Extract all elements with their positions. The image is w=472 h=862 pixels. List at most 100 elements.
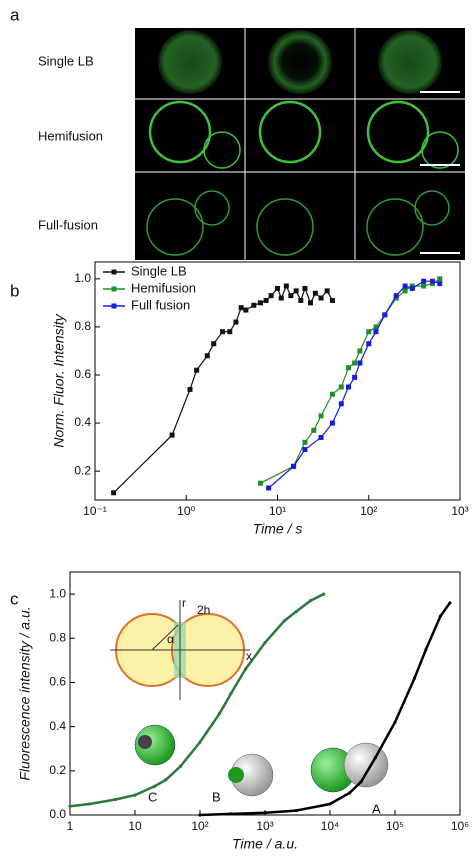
marker	[302, 447, 308, 453]
legend-marker	[111, 286, 117, 292]
marker	[421, 278, 427, 284]
marker	[243, 667, 248, 671]
plot-frame	[94, 261, 461, 501]
marker	[194, 367, 200, 373]
x-tick-label: 10⁻¹	[83, 504, 107, 518]
inset-label: r	[182, 596, 186, 610]
marker	[393, 293, 399, 299]
marker	[329, 297, 335, 303]
legend-label: Hemifusion	[131, 280, 196, 295]
marker	[187, 386, 193, 392]
x-tick-label: 10³	[451, 504, 468, 518]
legend-marker	[111, 303, 117, 309]
marker	[318, 434, 324, 440]
marker	[312, 290, 318, 296]
marker	[169, 432, 175, 438]
marker	[113, 797, 118, 802]
x-tick-label: 10²	[360, 504, 377, 518]
marker	[437, 276, 443, 282]
marker	[282, 619, 287, 623]
marker	[198, 740, 202, 744]
y-tick-label: 0.8	[74, 319, 91, 333]
series-line	[113, 284, 333, 494]
marker	[204, 353, 210, 359]
annotation: A	[372, 801, 381, 816]
inset-label: 2h	[197, 603, 210, 617]
y-tick-label: 0.6	[74, 367, 91, 381]
y-axis-label: Norm. Fluor. Intensity	[51, 313, 67, 447]
x-tick-label: 10⁰	[177, 504, 195, 518]
inset-diagram	[110, 600, 250, 700]
marker	[366, 329, 372, 335]
inset-label: α	[167, 632, 174, 646]
x-tick-label: 10⁵	[386, 819, 404, 833]
marker	[329, 420, 335, 426]
row-label: Single LB	[38, 53, 94, 68]
marker	[421, 283, 427, 289]
marker	[308, 300, 314, 306]
marker	[324, 288, 330, 294]
x-tick-label: 10	[128, 819, 142, 833]
marker	[227, 329, 233, 335]
x-tick-label: 10⁶	[451, 819, 469, 833]
panel-label: c	[10, 589, 19, 608]
marker	[164, 778, 168, 782]
marker	[318, 413, 324, 419]
x-tick-label: 10³	[256, 819, 273, 833]
x-axis-label: Time / a.u.	[232, 836, 298, 852]
marker	[288, 293, 294, 299]
marker	[311, 427, 317, 433]
marker	[366, 341, 372, 347]
y-tick-label: 0.8	[49, 630, 66, 644]
marker	[322, 592, 326, 596]
marker	[229, 691, 233, 696]
marker	[268, 293, 274, 299]
marker	[133, 793, 137, 797]
legend-label: Single LB	[131, 263, 187, 278]
row-label: Hemifusion	[38, 128, 103, 143]
marker	[294, 610, 298, 614]
inset-label: x	[246, 649, 252, 663]
marker	[275, 285, 280, 291]
marker	[302, 439, 308, 445]
marker	[263, 297, 269, 303]
marker	[291, 463, 297, 469]
series-line	[268, 280, 440, 489]
marker	[409, 285, 415, 291]
marker	[68, 804, 72, 808]
marker	[352, 374, 358, 380]
marker	[293, 288, 299, 294]
y-tick-label: 0.2	[74, 463, 91, 477]
marker	[393, 720, 397, 724]
marker	[278, 295, 284, 301]
marker	[257, 300, 263, 306]
marker	[233, 319, 239, 325]
annotation: C	[148, 789, 157, 804]
marker	[373, 329, 379, 335]
x-axis-label: Time / s	[253, 521, 303, 537]
legend-marker	[111, 269, 117, 275]
x-tick-label: 10¹	[269, 504, 286, 518]
marker	[263, 641, 267, 645]
marker	[359, 780, 363, 784]
row-label: Full-fusion	[38, 217, 98, 232]
marker	[229, 812, 233, 816]
panel-label: b	[10, 281, 19, 300]
annotation: B	[212, 789, 221, 804]
marker	[302, 285, 308, 291]
marker	[251, 302, 257, 308]
marker	[328, 802, 332, 806]
marker	[402, 288, 408, 294]
y-tick-label: 1.0	[74, 271, 91, 285]
marker	[373, 324, 379, 330]
marker	[346, 384, 352, 390]
marker	[220, 329, 226, 335]
series-line	[69, 592, 325, 808]
marker	[257, 480, 263, 486]
marker	[438, 614, 443, 618]
marker	[347, 791, 352, 795]
marker	[402, 283, 408, 289]
plot-frame	[69, 571, 461, 816]
marker	[308, 599, 313, 603]
